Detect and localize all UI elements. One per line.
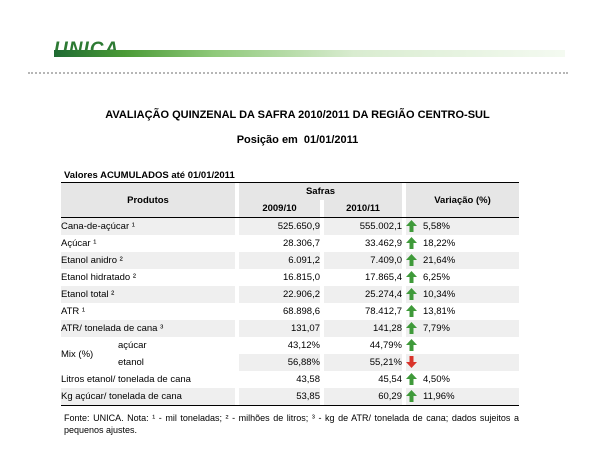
col-products: Produtos <box>61 182 235 218</box>
value-2009-10: 131,07 <box>239 320 320 337</box>
value-2009-10: 68.898,6 <box>283 306 320 317</box>
arrow-up-icon <box>406 322 417 335</box>
logo-underline-bar <box>54 50 565 57</box>
row-label: Etanol total ² <box>61 286 235 303</box>
arrow-up-icon <box>406 220 417 233</box>
value-2009-10: 525.650,9 <box>239 217 320 235</box>
arrow-up-icon <box>406 373 417 386</box>
variation-value: 13,81% <box>423 306 456 317</box>
col-variation: Variação (%) <box>406 182 519 218</box>
row-label: Kg açúcar/ tonelada de cana <box>61 388 235 406</box>
table-row: Etanol total ² 22.906,2 25.274,4 10,34% <box>61 286 519 303</box>
report-title: AVALIAÇÃO QUINZENAL DA SAFRA 2010/2011 D… <box>105 109 490 121</box>
variation-cell: 13,81% <box>406 303 519 320</box>
value-2010-11: 33.462,9 <box>365 238 402 249</box>
variation-value: 10,34% <box>423 289 456 300</box>
position-line: Posição em 01/01/2011 <box>0 134 595 146</box>
mix-row: etanol 56,88% 55,21% <box>61 354 519 371</box>
mix-row: Mix (%) açúcar 43,12% 44,79% <box>61 337 519 360</box>
table-row: ATR ¹ 68.898,6 78.412,7 13,81% <box>61 303 519 320</box>
value-2009-10: 53,85 <box>239 388 320 406</box>
variation-cell: 6,25% <box>406 269 519 286</box>
header-row-top: Produtos Safras Variação (%) <box>61 182 519 218</box>
table-row: Litros etanol/ tonelada de cana 43,58 45,5… <box>61 371 519 388</box>
value-2010-11: 17.865,4 <box>365 272 402 283</box>
variation-cell: 7,79% <box>406 320 519 337</box>
value-2010-11: 78.412,7 <box>365 306 402 317</box>
arrow-up-icon <box>406 390 417 403</box>
value-2009-10: 16.815,0 <box>283 272 320 283</box>
value-2009-10: 22.906,2 <box>239 286 320 303</box>
variation-value: 11,96% <box>423 391 455 402</box>
table-subtitle: Valores ACUMULADOS até 01/01/2011 <box>64 170 235 181</box>
value-2010-11: 555.002,1 <box>324 217 402 235</box>
variation-value: 21,64% <box>423 255 456 266</box>
variation-value: 4,50% <box>423 374 450 385</box>
variation-cell: 21,64% <box>406 252 519 269</box>
mix-label: Mix (%) <box>61 348 94 360</box>
arrow-down-icon <box>406 356 417 369</box>
variation-cell: 18,22% <box>406 235 519 252</box>
variation-value: 5,58% <box>423 221 450 232</box>
harvest-table: Produtos Safras Variação (%) 2009/10 201… <box>61 182 519 406</box>
variation-cell: 4,50% <box>406 371 519 388</box>
arrow-up-icon <box>406 339 417 352</box>
value-2010-11: 55,21% <box>324 354 402 371</box>
row-label: Etanol anidro ² <box>61 252 235 269</box>
arrow-up-icon <box>406 305 417 318</box>
table-row: Cana-de-açúcar ¹ 525.650,9 555.002,1 5,58% <box>61 217 519 235</box>
variation-value: 6,25% <box>423 272 450 283</box>
table-row: ATR/ tonelada de cana ³ 131,07 141,28 7,79% <box>61 320 519 337</box>
table-row: Açúcar ¹ 28.306,7 33.462,9 18,22% <box>61 235 519 252</box>
mix-cell: Mix (%) <box>61 337 235 371</box>
footnote: Fonte: UNICA. Nota: ¹ - mil toneladas; ²… <box>64 413 519 435</box>
header-row-bottom: 2009/10 2010/11 <box>61 200 519 218</box>
col-safras: Safras <box>239 182 402 200</box>
value-2010-11: 7.409,0 <box>324 252 402 269</box>
dotted-divider <box>28 72 568 74</box>
table-row: Kg açúcar/ tonelada de cana 53,85 60,29 11,… <box>61 388 519 406</box>
row-label: Litros etanol/ tonelada de cana <box>61 374 191 385</box>
table-row: Etanol anidro ² 6.091,2 7.409,0 21,64% <box>61 252 519 269</box>
variation-cell <box>406 337 519 354</box>
value-2009-10: etanol 56,88% <box>118 354 320 371</box>
value-2009-10: açúcar 43,12% <box>118 337 320 354</box>
arrow-up-icon <box>406 288 417 301</box>
row-label: Etanol hidratado ² <box>61 272 136 283</box>
variation-cell: 11,96% <box>406 388 519 406</box>
col-year2: 2010/11 <box>324 200 402 218</box>
mix-sub-label: açúcar <box>118 340 147 351</box>
arrow-up-icon <box>406 237 417 250</box>
variation-cell: 10,34% <box>406 286 519 303</box>
value-2009-10: 6.091,2 <box>239 252 320 269</box>
value-2009-10: 43,58 <box>296 374 320 385</box>
value-2010-11: 25.274,4 <box>324 286 402 303</box>
variation-cell: 5,58% <box>406 217 519 235</box>
position-date: 01/01/2011 <box>303 134 359 146</box>
mix-sub-label: etanol <box>118 357 144 368</box>
row-label: Cana-de-açúcar ¹ <box>61 217 235 235</box>
arrow-up-icon <box>406 271 417 284</box>
col-year1: 2009/10 <box>239 200 320 218</box>
arrow-up-icon <box>406 254 417 267</box>
row-label: ATR ¹ <box>61 306 86 317</box>
table-row: Etanol hidratado ² 16.815,0 17.865,4 6,25% <box>61 269 519 286</box>
value-2010-11: 44,79% <box>369 340 402 351</box>
value-2010-11: 141,28 <box>324 320 402 337</box>
variation-value: 7,79% <box>423 323 450 334</box>
value-2010-11: 60,29 <box>324 388 402 406</box>
row-label: ATR/ tonelada de cana ³ <box>61 320 235 337</box>
value-2009-10: 28.306,7 <box>283 238 320 249</box>
position-label: Posição em <box>236 134 298 146</box>
value-2010-11: 45,54 <box>378 374 402 385</box>
table-body: Cana-de-açúcar ¹ 525.650,9 555.002,1 5,58% A… <box>61 217 519 406</box>
row-label: Açúcar ¹ <box>61 238 97 249</box>
variation-value: 18,22% <box>423 238 456 249</box>
variation-cell <box>406 354 519 371</box>
